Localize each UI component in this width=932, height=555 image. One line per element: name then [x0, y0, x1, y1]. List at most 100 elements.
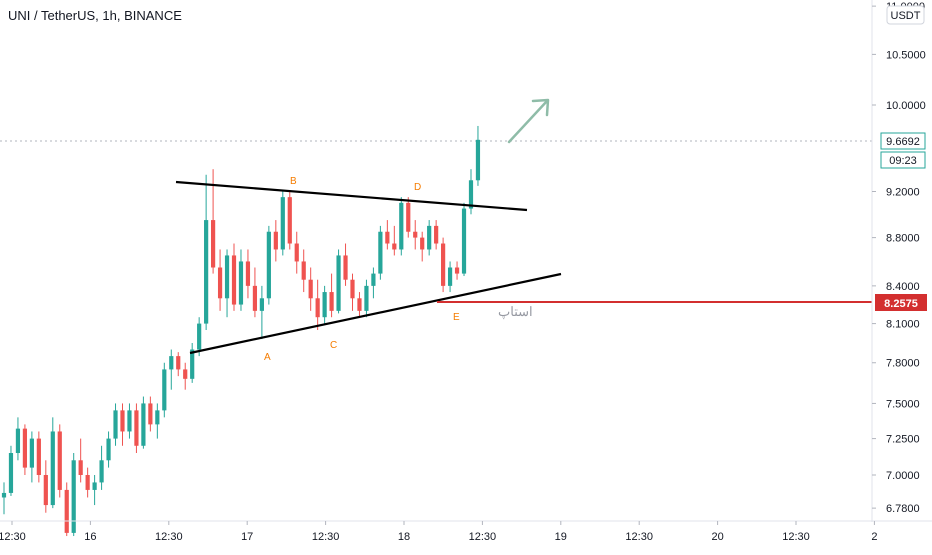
candle	[155, 403, 160, 439]
time-tick-label: 12:30	[782, 531, 810, 543]
candle	[190, 342, 195, 383]
candle-body	[294, 243, 299, 262]
candle-body	[120, 410, 125, 432]
candle-body	[399, 202, 404, 250]
candle	[475, 125, 481, 186]
time-axis[interactable]: 12:30 16 12:30 17 12:30 18 12:30 19 12:30 20 12:30…	[0, 521, 877, 543]
candle-body	[454, 267, 460, 274]
candle-body	[468, 180, 474, 209]
candle-body	[78, 460, 83, 475]
candle	[36, 431, 41, 483]
candle-body	[357, 298, 362, 311]
candle-body	[315, 298, 320, 318]
candle	[197, 317, 202, 357]
point-label-a: A	[264, 352, 271, 363]
price-tick-label: 10.0000	[886, 100, 926, 112]
candle	[43, 460, 48, 513]
time-tick-label: 20	[711, 531, 723, 543]
candle-body	[406, 202, 411, 232]
candle-body	[176, 356, 181, 370]
candle	[392, 225, 397, 256]
candle	[294, 231, 299, 274]
candle-body	[99, 460, 104, 483]
candle-body	[1, 492, 7, 498]
price-tick-label: 6.7800	[886, 503, 920, 515]
chart-title: UNI / TetherUS, 1h, BINANCE	[8, 8, 182, 23]
candle-body	[211, 220, 216, 268]
price-axis[interactable]: 11.000010.500010.00009.20008.80008.40008…	[872, 1, 926, 515]
candle	[245, 249, 251, 299]
candle	[211, 169, 216, 274]
currency-badge[interactable]: USDT	[886, 5, 925, 25]
candle	[315, 279, 320, 331]
candle-body	[280, 197, 285, 250]
candle	[29, 431, 34, 483]
candle	[99, 445, 104, 490]
candle-body	[322, 292, 327, 318]
candle-body	[43, 475, 48, 506]
time-tick-label: 12:30	[469, 531, 497, 543]
candle-body	[378, 231, 383, 274]
candle	[287, 191, 292, 250]
candle-body	[127, 410, 132, 432]
candle-body	[217, 267, 223, 299]
time-tick-label: 12:30	[0, 531, 26, 543]
candle	[113, 403, 118, 446]
candle-body	[287, 197, 292, 244]
candle-body	[50, 431, 55, 506]
candle	[371, 267, 376, 299]
candle-body	[29, 438, 34, 468]
time-tick-label: 19	[555, 531, 567, 543]
candle-body	[36, 438, 41, 475]
price-tick-label: 7.5000	[886, 398, 920, 410]
upper-trendline	[175, 180, 528, 212]
candle	[301, 249, 306, 293]
candle-body	[15, 428, 21, 454]
candle-body	[266, 231, 271, 299]
candle-body	[169, 356, 174, 370]
candle	[183, 362, 188, 390]
candle-body	[8, 453, 14, 493]
candle	[64, 482, 69, 537]
point-label-e: E	[453, 312, 460, 323]
bar-countdown: 09:23	[889, 155, 917, 167]
currency-label: USDT	[891, 10, 921, 22]
candle	[441, 237, 446, 293]
candle-body	[238, 261, 244, 305]
candle	[217, 249, 223, 311]
candle-body	[85, 475, 90, 490]
candle-body	[92, 482, 97, 490]
candle	[364, 279, 369, 318]
candle-body	[385, 231, 390, 244]
candle	[176, 352, 181, 377]
candle-body	[106, 438, 111, 461]
price-tick-label: 9.2000	[886, 186, 920, 198]
candle-body	[252, 285, 258, 311]
candle	[406, 197, 411, 238]
price-tick-label: 8.4000	[886, 281, 920, 293]
candle-body	[461, 208, 467, 274]
candle	[447, 261, 453, 293]
time-tick-label: 12:30	[155, 531, 183, 543]
candle-body	[245, 261, 251, 286]
candle	[106, 431, 111, 468]
candle-body	[413, 231, 418, 238]
projection-arrow	[507, 98, 550, 144]
stop-loss-label: استاپ	[498, 304, 533, 320]
candles-group	[1, 125, 481, 537]
candle-body	[155, 410, 160, 425]
candle-body	[197, 323, 202, 350]
candle-body	[364, 285, 369, 311]
candle	[85, 467, 90, 498]
candle-body	[447, 267, 453, 286]
candle-body	[427, 225, 432, 250]
candle	[329, 273, 334, 318]
candle	[322, 285, 327, 324]
candle	[468, 169, 474, 215]
candle	[224, 249, 230, 318]
candle-body	[204, 220, 209, 324]
candle	[434, 220, 439, 250]
price-tick-label: 10.5000	[886, 49, 926, 61]
